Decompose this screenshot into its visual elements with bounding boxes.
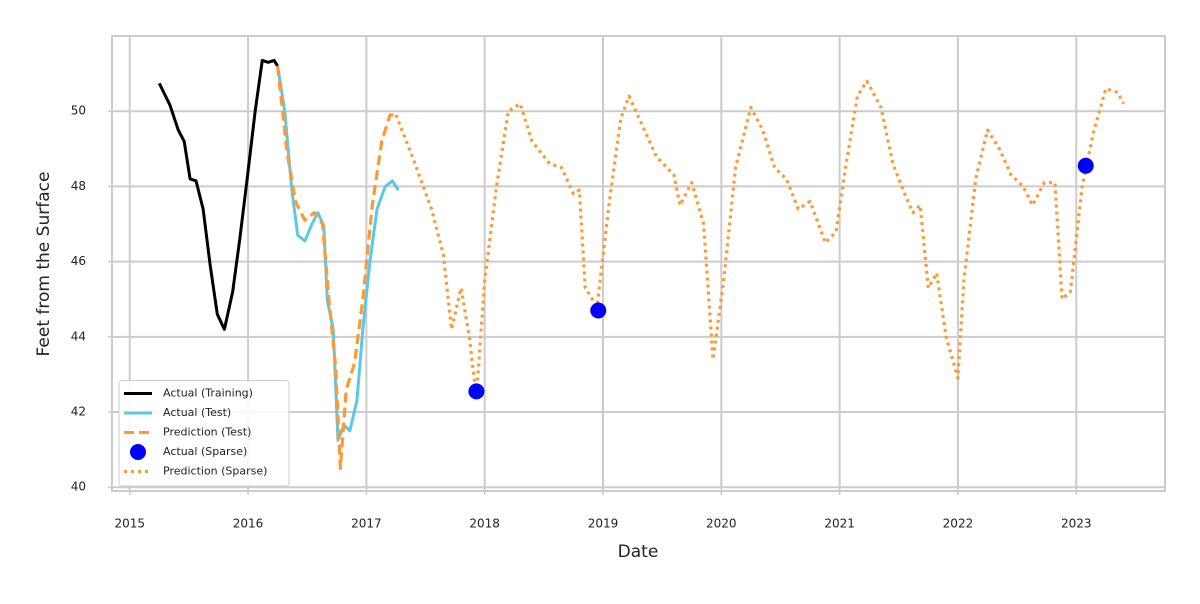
x-tick-label: 2023 <box>1061 517 1092 531</box>
x-tick-label: 2015 <box>114 517 145 531</box>
x-tick-label: 2017 <box>351 517 382 531</box>
legend-label: Actual (Test) <box>163 406 231 419</box>
x-tick-label: 2020 <box>706 517 737 531</box>
y-tick-label: 42 <box>71 405 86 419</box>
x-tick-label: 2018 <box>469 517 500 531</box>
series-line <box>276 65 396 471</box>
legend-marker <box>130 444 146 460</box>
plot-area <box>157 58 1126 471</box>
x-tick-label: 2022 <box>943 517 974 531</box>
data-point <box>590 302 607 319</box>
y-axis-label: Feet from the Surface <box>34 172 54 357</box>
y-tick-label: 46 <box>71 254 86 268</box>
series-line <box>276 65 400 442</box>
plot-frame <box>111 35 1166 492</box>
legend-label: Prediction (Sparse) <box>163 465 267 478</box>
x-tick-label: 2019 <box>588 517 619 531</box>
y-tick-label: 44 <box>71 329 86 343</box>
legend-label: Prediction (Test) <box>163 426 251 439</box>
x-tick-label: 2021 <box>824 517 855 531</box>
y-tick-label: 50 <box>71 104 86 118</box>
series-line <box>157 58 279 331</box>
legend-label: Actual (Training) <box>163 387 253 400</box>
data-point <box>468 383 485 400</box>
y-tick-label: 48 <box>71 179 86 193</box>
legend-box <box>118 380 290 487</box>
legend-label: Actual (Sparse) <box>163 445 247 458</box>
data-point <box>1077 157 1094 174</box>
grid: 2015 2016 2017 2018 2019 2020 2021 2022 2023 40 42… <box>71 36 1165 531</box>
legend: Actual (Training) Actual (Test) Prediction… <box>118 380 290 487</box>
x-tick-label: 2016 <box>233 517 264 531</box>
series-line <box>394 79 1126 399</box>
x-axis-label: Date <box>618 542 659 562</box>
y-tick-label: 40 <box>71 480 86 494</box>
